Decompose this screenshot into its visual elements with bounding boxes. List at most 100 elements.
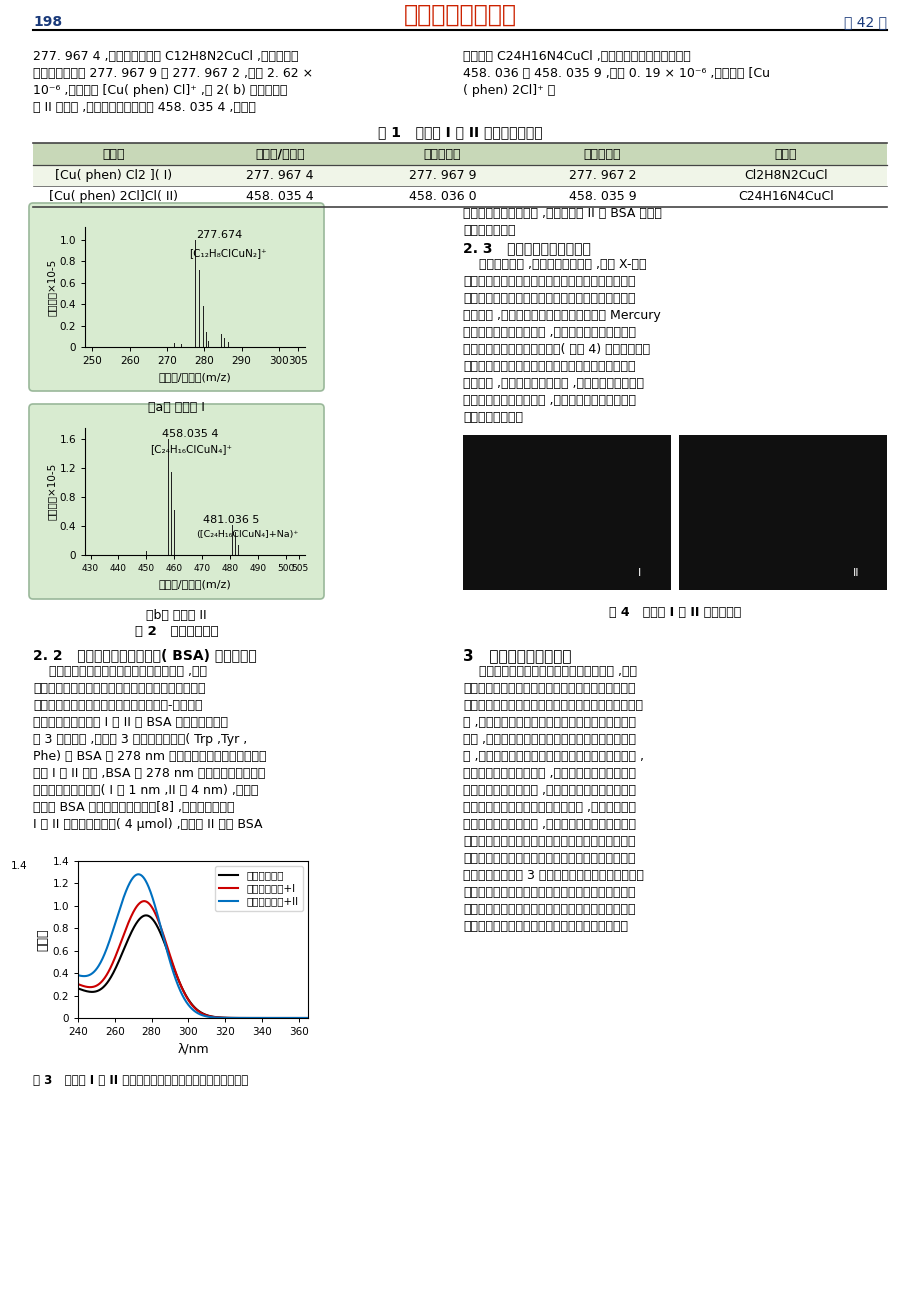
Text: 物 II 的质谱 ,强度较大的质谱峰为 458. 035 4 ,对应的: 物 II 的质谱 ,强度较大的质谱峰为 458. 035 4 ,对应的 xyxy=(33,102,255,115)
Line: 牛血清白蛋白: 牛血清白蛋白 xyxy=(78,915,308,1018)
Text: 学专业学生的实验内容 ,加深了学生对配合物功能多: 学专业学生的实验内容 ,加深了学生对配合物功能多 xyxy=(462,818,635,831)
Text: 养。测定配合物与蛋白质的相互作用 ,充实了应用化: 养。测定配合物与蛋白质的相互作用 ,充实了应用化 xyxy=(462,801,635,814)
Text: 合物的结构特点。: 合物的结构特点。 xyxy=(462,411,522,424)
Text: C24H16N4CuCl: C24H16N4CuCl xyxy=(737,190,833,203)
牛血清白蛋白+II xyxy=(113,905,124,921)
Text: 配合物与血清白蛋白的相互作用有助于挖掘配合物生: 配合物与血清白蛋白的相互作用有助于挖掘配合物生 xyxy=(33,682,205,695)
Text: 2. 3   配合物的晶体结构演示: 2. 3 配合物的晶体结构演示 xyxy=(462,241,590,255)
Text: I 和 II 相同浓度条件下( 4 μmol) ,配合物 II 使得 BSA: I 和 II 相同浓度条件下( 4 μmol) ,配合物 II 使得 BSA xyxy=(33,818,262,831)
Text: 458. 035 9: 458. 035 9 xyxy=(568,190,636,203)
Text: 括氢键在内的非键连作用 ,能够使学生更好地理解配: 括氢键在内的非键连作用 ,能够使学生更好地理解配 xyxy=(462,395,635,408)
Text: 图 2   配合物的质谱: 图 2 配合物的质谱 xyxy=(134,625,218,638)
牛血清白蛋白 xyxy=(302,1010,313,1026)
X-axis label: 质子数/电荷数(m/z): 质子数/电荷数(m/z) xyxy=(158,371,231,381)
牛血清白蛋白 xyxy=(226,1010,237,1026)
X-axis label: 质子数/电荷数(m/z): 质子数/电荷数(m/z) xyxy=(158,578,231,589)
牛血清白蛋白 xyxy=(176,980,187,996)
Text: 学类创新型、复合型的高端人才具有重要的意义。: 学类创新型、复合型的高端人才具有重要的意义。 xyxy=(462,921,628,934)
X-axis label: λ/nm: λ/nm xyxy=(177,1043,209,1056)
Text: 458.035 4: 458.035 4 xyxy=(162,428,218,439)
Text: 习 ,学生熟悉了大型实用仪器高分辨质谱的工作原理 ,: 习 ,学生熟悉了大型实用仪器高分辨质谱的工作原理 , xyxy=(462,750,643,763)
Text: 分子式为 C24H16N4CuCl ,质量实测值与理论值分别为: 分子式为 C24H16N4CuCl ,质量实测值与理论值分别为 xyxy=(462,49,690,62)
牛血清白蛋白 xyxy=(209,1009,220,1025)
牛血清白蛋白 xyxy=(73,980,84,996)
Text: 合物 I 和 II 之后 ,BSA 在 278 nm 处的最大吸收峰强度: 合物 I 和 II 之后 ,BSA 在 278 nm 处的最大吸收峰强度 xyxy=(33,767,265,780)
牛血清白蛋白+II xyxy=(245,1010,256,1026)
Text: 备、晶体结构学习及表征、生物性质测定内容的综合设: 备、晶体结构学习及表征、生物性质测定内容的综合设 xyxy=(462,699,642,712)
Text: 2. 2   配合物与牛血清白蛋白( BSA) 的相互作用: 2. 2 配合物与牛血清白蛋白( BSA) 的相互作用 xyxy=(33,648,256,661)
Text: 用于我校本科生的综合化学实验教学。将配合物的制: 用于我校本科生的综合化学实验教学。将配合物的制 xyxy=(462,682,635,695)
Text: 实验创新设计竞赛决赛中斩获一等奖。这个成果可以: 实验创新设计竞赛决赛中斩获一等奖。这个成果可以 xyxy=(462,885,635,898)
Text: 力和整体素养得到了锻炼与提升。实验成功投入教学: 力和整体素养得到了锻炼与提升。实验成功投入教学 xyxy=(462,852,635,865)
Text: 277. 967 4 ,对应的分子式为 C12H8N2CuCl ,质量实测值: 277. 967 4 ,对应的分子式为 C12H8N2CuCl ,质量实测值 xyxy=(33,49,298,62)
Text: 单晶衍射法测定配合物的晶体结构是表征配合物最有: 单晶衍射法测定配合物的晶体结构是表征配合物最有 xyxy=(462,275,635,288)
牛血清白蛋白+I xyxy=(302,1010,313,1026)
牛血清白蛋白+I xyxy=(139,893,150,909)
Bar xyxy=(228,341,229,348)
Text: 配合物研究中 ,培养配合物的单晶 ,利用 X-射线: 配合物研究中 ,培养配合物的单晶 ,利用 X-射线 xyxy=(462,258,646,271)
Text: 实验室研究与探索: 实验室研究与探索 xyxy=(403,3,516,27)
Text: 458. 036 0: 458. 036 0 xyxy=(408,190,476,203)
Bar xyxy=(33,143,886,165)
Bar xyxy=(208,341,209,348)
牛血清白蛋白 xyxy=(131,914,142,930)
Text: 分子式: 分子式 xyxy=(774,147,797,160)
Text: （a） 配合物 I: （a） 配合物 I xyxy=(148,401,205,414)
牛血清白蛋白+II xyxy=(132,866,143,881)
Text: 光谱法测定了配合物 I 和 II 与 BSA 的相互作用。由: 光谱法测定了配合物 I 和 II 与 BSA 的相互作用。由 xyxy=(33,716,228,729)
Text: 与理论值分别为 277. 967 9 和 277. 967 2 ,偏差 2. 62 ×: 与理论值分别为 277. 967 9 和 277. 967 2 ,偏差 2. 6… xyxy=(33,66,312,79)
Text: 看出一个综合性、系统性的实验教学对于高校培养化: 看出一个综合性、系统性的实验教学对于高校培养化 xyxy=(462,904,635,917)
Text: 的吸收峰强度增加更多 ,表明配合物 II 与 BSA 具有更: 的吸收峰强度增加更多 ,表明配合物 II 与 BSA 具有更 xyxy=(462,207,661,220)
Text: [Cu( phen) 2Cl]Cl( II): [Cu( phen) 2Cl]Cl( II) xyxy=(50,190,178,203)
Text: 的缩放率 ,以得到最佳的观察点 ,且该软件可以展示包: 的缩放率 ,以得到最佳的观察点 ,且该软件可以展示包 xyxy=(462,378,643,391)
Text: 掌握了仪器基本操作技能 ,弥补了本科生普遍缺乏大: 掌握了仪器基本操作技能 ,弥补了本科生普遍缺乏大 xyxy=(462,767,635,780)
Text: 图 3 所示可知 ,包含了 3 个芳烃族氨基酸( Trp ,Tyr ,: 图 3 所示可知 ,包含了 3 个芳烃族氨基酸( Trp ,Tyr , xyxy=(33,733,247,746)
Line: 牛血清白蛋白+I: 牛血清白蛋白+I xyxy=(78,901,308,1018)
Text: 277. 967 9: 277. 967 9 xyxy=(408,169,476,182)
Text: 质子数/电荷数: 质子数/电荷数 xyxy=(255,147,304,160)
Text: ( phen) 2Cl]⁺ 。: ( phen) 2Cl]⁺ 。 xyxy=(462,85,555,98)
牛血清白蛋白 xyxy=(113,953,124,969)
牛血清白蛋白+II xyxy=(209,1009,220,1025)
牛血清白蛋白+I xyxy=(245,1010,256,1026)
Text: 277.674: 277.674 xyxy=(197,229,243,240)
牛血清白蛋白+I xyxy=(209,1009,220,1025)
Text: 481.036 5: 481.036 5 xyxy=(203,516,259,525)
Bar xyxy=(678,435,886,590)
Text: [C₁₂H₈ClCuN₂]⁺: [C₁₂H₈ClCuN₂]⁺ xyxy=(189,247,267,258)
Text: 后的首个班级中有 3 名同学在第二届全国大学生化学: 后的首个班级中有 3 名同学在第二届全国大学生化学 xyxy=(462,868,643,881)
Text: 458. 036 和 458. 035 9 ,偏差 0. 19 × 10⁻⁶ ,可归属为 [Cu: 458. 036 和 458. 035 9 ,偏差 0. 19 × 10⁻⁶ ,… xyxy=(462,66,769,79)
Text: 第 42 卷: 第 42 卷 xyxy=(843,16,886,29)
牛血清白蛋白+II xyxy=(226,1010,237,1026)
Text: 458. 035 4: 458. 035 4 xyxy=(246,190,313,203)
Text: Cl2H8N2CuCl: Cl2H8N2CuCl xyxy=(743,169,827,182)
Text: 样性的认识。同时也让学生的创新意识、实验综合能: 样性的认识。同时也让学生的创新意识、实验综合能 xyxy=(462,835,635,848)
Y-axis label: 相对丰度×10-5: 相对丰度×10-5 xyxy=(47,464,56,519)
Text: [Cu( phen) Cl2 ]( I): [Cu( phen) Cl2 ]( I) xyxy=(55,169,173,182)
Text: 型仪器操作训练的缺陷 ,使学生的综合能力得到了培: 型仪器操作训练的缺陷 ,使学生的综合能力得到了培 xyxy=(462,784,635,797)
Line: 牛血清白蛋白+II: 牛血清白蛋白+II xyxy=(78,874,308,1018)
Text: 物学功能的潜在可能性。该实验利用紫外-可见吸收: 物学功能的潜在可能性。该实验利用紫外-可见吸收 xyxy=(33,699,202,712)
Text: I: I xyxy=(638,568,641,578)
Bar xyxy=(33,165,886,186)
Y-axis label: 相对丰度×10-5: 相对丰度×10-5 xyxy=(47,258,57,315)
Text: 力及最直接的手段。由于两个化合物的晶体数据均已: 力及最直接的手段。由于两个化合物的晶体数据均已 xyxy=(462,292,635,305)
Text: 图 4   配合物 I 和 II 的晶体结构: 图 4 配合物 I 和 II 的晶体结构 xyxy=(608,605,741,618)
Text: 有人报道 ,故可利用常用的晶体学免费软件 Mercury: 有人报道 ,故可利用常用的晶体学免费软件 Mercury xyxy=(462,309,660,322)
Bar xyxy=(224,339,225,348)
牛血清白蛋白+I xyxy=(176,982,187,997)
Text: 10⁻⁶ ,可归属为 [Cu( phen) Cl]⁺ ,图 2( b) 所示是配合: 10⁻⁶ ,可归属为 [Cu( phen) Cl]⁺ ,图 2( b) 所示是配… xyxy=(33,85,287,98)
Text: 化合物: 化合物 xyxy=(103,147,125,160)
Legend: 牛血清白蛋白, 牛血清白蛋白+I, 牛血清白蛋白+II: 牛血清白蛋白, 牛血清白蛋白+I, 牛血清白蛋白+II xyxy=(215,866,302,911)
Text: 实测质量值: 实测质量值 xyxy=(424,147,460,160)
Bar xyxy=(202,306,203,348)
Text: 198: 198 xyxy=(33,16,62,29)
Text: （b） 配合物 II: （b） 配合物 II xyxy=(146,609,207,622)
Text: ([C₂₄H₁₆ClCuN₄]+Na)⁺: ([C₂₄H₁₆ClCuN₄]+Na)⁺ xyxy=(196,530,299,539)
FancyBboxPatch shape xyxy=(29,404,323,599)
Text: 1.4: 1.4 xyxy=(11,861,28,871)
Text: 察配合物的微观三维晶体结构( 见图 4) 。在该软件下: 察配合物的微观三维晶体结构( 见图 4) 。在该软件下 xyxy=(462,342,650,355)
牛血清白蛋白 xyxy=(245,1010,256,1026)
牛血清白蛋白+II xyxy=(73,967,84,983)
Text: 图 3   配合物 I 和 II 与牛血清白蛋白相互作用的紫外吸收光谱: 图 3 配合物 I 和 II 与牛血清白蛋白相互作用的紫外吸收光谱 xyxy=(33,1074,248,1087)
